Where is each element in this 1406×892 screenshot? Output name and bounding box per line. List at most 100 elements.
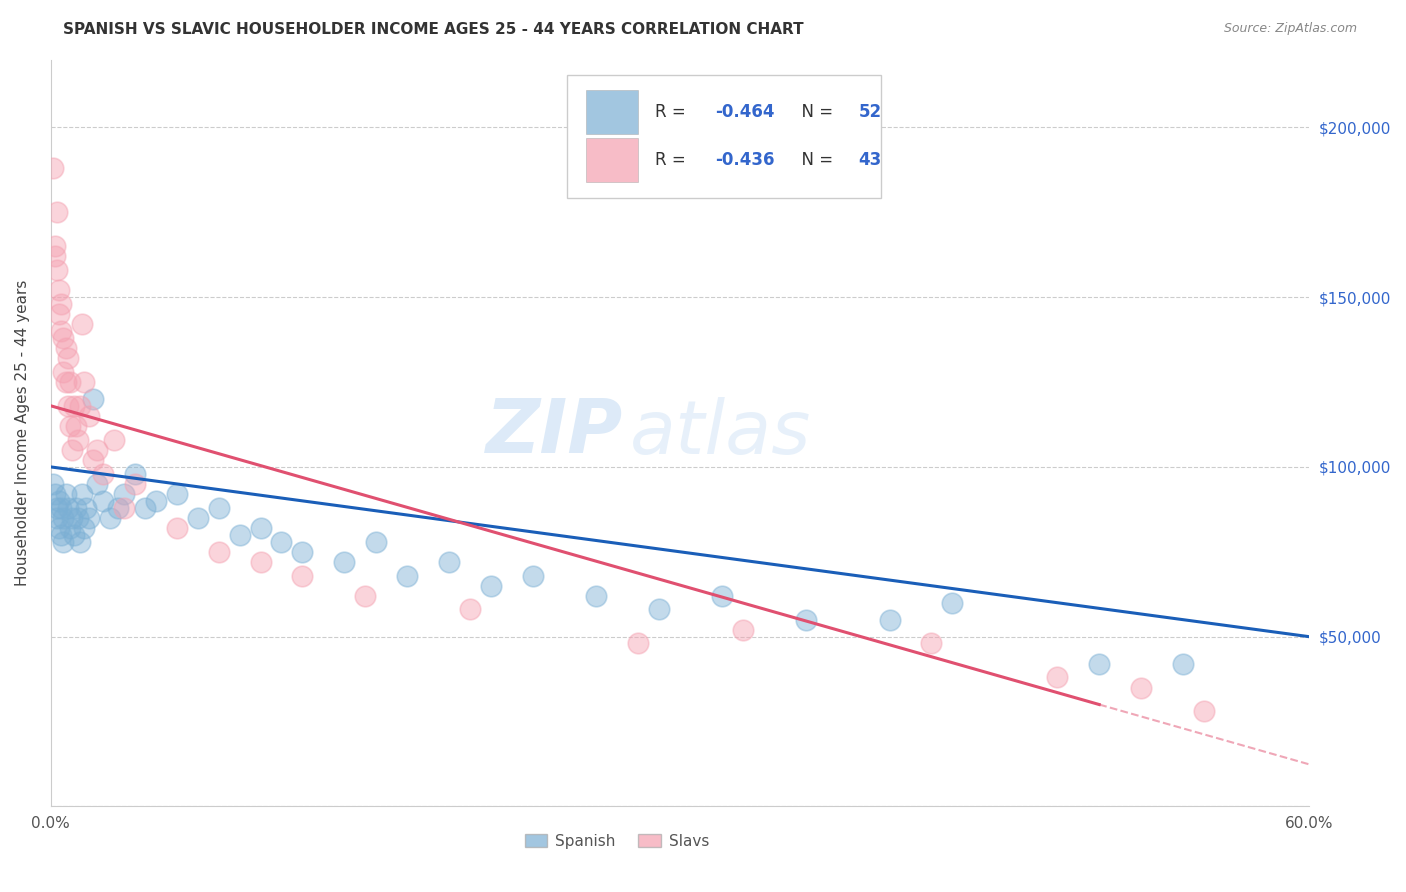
Text: 43: 43: [859, 152, 882, 169]
Point: [522, 568, 544, 582]
Point: [124, 476, 146, 491]
Point: [479, 579, 502, 593]
Point: [107, 500, 129, 515]
Point: [52, 511, 75, 525]
Point: [59, 419, 82, 434]
Point: [91, 494, 114, 508]
Point: [55, 341, 77, 355]
Point: [52, 365, 75, 379]
Point: [48, 307, 70, 321]
Point: [112, 500, 135, 515]
Point: [207, 545, 229, 559]
Point: [249, 521, 271, 535]
Point: [55, 375, 77, 389]
Point: [52, 534, 75, 549]
Point: [86, 476, 108, 491]
Point: [82, 392, 104, 406]
Point: [86, 442, 108, 457]
FancyBboxPatch shape: [567, 75, 882, 198]
Y-axis label: Householder Income Ages 25 - 44 years: Householder Income Ages 25 - 44 years: [15, 280, 30, 586]
Text: SPANISH VS SLAVIC HOUSEHOLDER INCOME AGES 25 - 44 YEARS CORRELATION CHART: SPANISH VS SLAVIC HOUSEHOLDER INCOME AGE…: [63, 22, 804, 37]
Point: [56, 399, 79, 413]
Point: [51, 500, 73, 515]
Point: [48, 284, 70, 298]
Point: [627, 636, 650, 650]
Point: [585, 589, 607, 603]
Point: [51, 528, 73, 542]
Point: [44, 250, 66, 264]
Point: [166, 521, 188, 535]
Point: [364, 534, 387, 549]
Point: [1130, 681, 1153, 695]
Point: [65, 500, 87, 515]
Point: [458, 602, 481, 616]
Point: [73, 375, 96, 389]
Point: [42, 476, 65, 491]
Point: [44, 239, 66, 253]
Text: ZIP: ZIP: [486, 396, 623, 469]
Point: [879, 613, 901, 627]
Point: [249, 555, 271, 569]
Point: [82, 453, 104, 467]
Point: [69, 399, 91, 413]
Point: [51, 297, 73, 311]
Point: [228, 528, 250, 542]
Point: [46, 511, 69, 525]
Point: [1088, 657, 1111, 671]
Point: [67, 511, 90, 525]
Point: [60, 511, 83, 525]
Point: [1192, 704, 1215, 718]
Point: [72, 487, 94, 501]
Point: [921, 636, 943, 650]
Point: [56, 351, 79, 366]
Point: [166, 487, 188, 501]
Point: [72, 318, 94, 332]
Point: [60, 442, 83, 457]
Point: [48, 521, 70, 535]
Point: [710, 589, 733, 603]
Point: [439, 555, 461, 569]
Point: [291, 568, 314, 582]
Point: [59, 375, 82, 389]
Point: [73, 521, 96, 535]
Point: [1046, 670, 1069, 684]
Point: [44, 487, 66, 501]
Text: 52: 52: [859, 103, 882, 121]
Point: [65, 419, 87, 434]
Point: [51, 324, 73, 338]
Text: Source: ZipAtlas.com: Source: ZipAtlas.com: [1223, 22, 1357, 36]
Text: N =: N =: [790, 152, 838, 169]
Point: [77, 409, 100, 423]
Point: [59, 521, 82, 535]
Point: [55, 487, 77, 501]
Point: [63, 399, 86, 413]
Point: [91, 467, 114, 481]
Point: [941, 596, 963, 610]
Point: [103, 433, 125, 447]
Text: -0.464: -0.464: [716, 103, 775, 121]
Point: [187, 511, 209, 525]
Point: [1171, 657, 1194, 671]
Point: [354, 589, 377, 603]
Point: [648, 602, 671, 616]
Point: [56, 500, 79, 515]
Point: [794, 613, 817, 627]
Point: [77, 511, 100, 525]
Point: [207, 500, 229, 515]
Point: [291, 545, 314, 559]
FancyBboxPatch shape: [585, 138, 638, 183]
Point: [124, 467, 146, 481]
Point: [48, 494, 70, 508]
Point: [731, 623, 754, 637]
Point: [67, 433, 90, 447]
Point: [76, 500, 98, 515]
FancyBboxPatch shape: [585, 90, 638, 134]
Point: [270, 534, 292, 549]
Point: [112, 487, 135, 501]
Point: [63, 528, 86, 542]
Text: atlas: atlas: [630, 397, 811, 469]
Point: [134, 500, 156, 515]
Point: [69, 534, 91, 549]
Point: [46, 263, 69, 277]
Point: [46, 500, 69, 515]
